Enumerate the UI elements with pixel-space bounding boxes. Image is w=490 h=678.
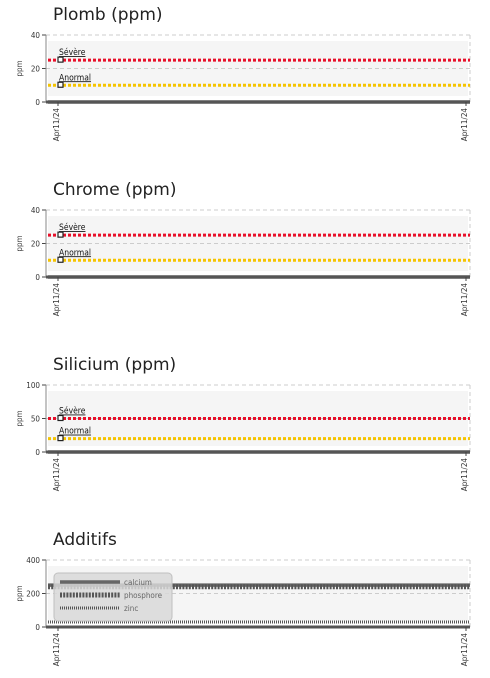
- y-tick-label: 20: [31, 65, 41, 74]
- threshold-label: Anormal: [59, 73, 91, 83]
- y-tick-label: 100: [26, 381, 40, 390]
- x-tick-label: Apr11/24: [52, 108, 61, 142]
- threshold-marker: [57, 256, 64, 263]
- chart-panel-additifs: Additifs 0 200 400 ppm Apr11/24 Apr11/24 calci…: [0, 530, 490, 678]
- threshold-label: Sévère: [59, 222, 86, 233]
- y-tick-label: 50: [31, 415, 41, 424]
- x-tick-label: Apr11/24: [460, 283, 469, 317]
- y-tick-label: 0: [35, 98, 40, 107]
- chart-panel-chrome: Chrome (ppm) 0 20 40 ppm Sévère Anormal Apr11/…: [0, 180, 490, 340]
- chart-svg-plomb: 0 20 40 ppm Sévère Anormal Apr11/24 Apr11/24: [15, 31, 471, 142]
- x-tick-label: Apr11/24: [460, 633, 469, 667]
- x-tick-label: Apr11/24: [52, 458, 61, 492]
- y-tick-label: 40: [31, 206, 41, 215]
- threshold-marker: [57, 231, 64, 238]
- threshold-marker: [57, 434, 64, 442]
- threshold-marker: [57, 414, 64, 422]
- y-tick-label: 40: [31, 31, 41, 40]
- chart-svg-additifs: 0 200 400 ppm Apr11/24 Apr11/24 calcium phospho…: [15, 556, 471, 667]
- chart-panel-silicium: Silicium (ppm) 0 50 100 ppm Sévère Anormal Apr…: [0, 355, 490, 515]
- chart-svg-silicium: 0 50 100 ppm Sévère Anormal Apr11/24 Apr11/24: [15, 381, 471, 492]
- chart-title: Silicium (ppm): [53, 355, 177, 375]
- threshold-label: Sévère: [59, 47, 86, 58]
- x-tick-label: Apr11/24: [460, 108, 469, 142]
- chart-title: Chrome (ppm): [53, 180, 177, 200]
- y-tick-label: 0: [35, 448, 40, 457]
- y-axis-label: ppm: [15, 60, 24, 76]
- x-tick-label: Apr11/24: [460, 458, 469, 492]
- y-tick-label: 0: [35, 623, 40, 632]
- y-tick-label: 0: [35, 273, 40, 282]
- threshold-marker: [57, 56, 64, 63]
- legend-label: phosphore: [124, 591, 163, 600]
- chart-title: Additifs: [53, 530, 117, 550]
- x-tick-label: Apr11/24: [52, 633, 61, 667]
- y-tick-label: 20: [31, 240, 41, 249]
- threshold-label: Sévère: [59, 406, 86, 417]
- x-tick-label: Apr11/24: [52, 283, 61, 317]
- threshold-label: Anormal: [59, 427, 91, 437]
- y-axis-label: ppm: [15, 410, 24, 426]
- legend-label: zinc: [124, 604, 138, 613]
- y-tick-label: 200: [26, 590, 40, 599]
- legend-label: calcium: [124, 578, 152, 587]
- y-axis-label: ppm: [15, 585, 24, 601]
- threshold-label: Anormal: [59, 248, 91, 258]
- chart-title: Plomb (ppm): [53, 5, 163, 25]
- y-axis-label: ppm: [15, 235, 24, 251]
- chart-svg-chrome: 0 20 40 ppm Sévère Anormal Apr11/24 Apr11/24: [15, 206, 471, 317]
- threshold-marker: [57, 81, 64, 88]
- y-tick-label: 400: [26, 556, 40, 565]
- chart-panel-plomb: Plomb (ppm) 0 20 40 ppm Sévère Anormal Apr11/2…: [0, 5, 490, 165]
